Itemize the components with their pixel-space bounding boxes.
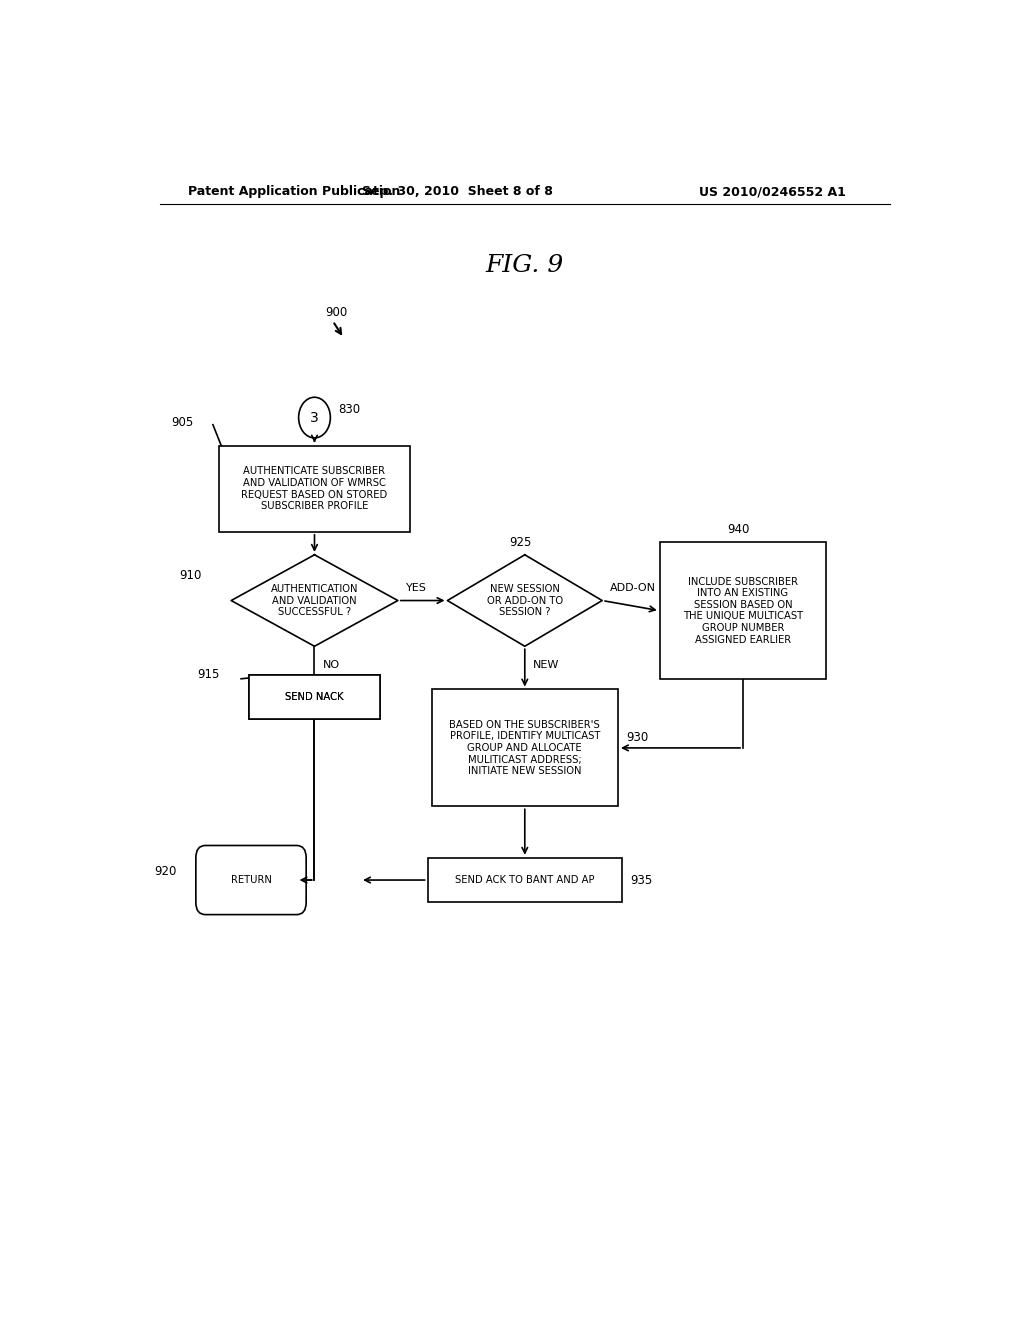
- Text: ADD-ON: ADD-ON: [610, 583, 656, 593]
- Text: RETURN: RETURN: [230, 875, 271, 884]
- Text: 905: 905: [172, 416, 194, 429]
- Text: NEW SESSION
OR ADD-ON TO
SESSION ?: NEW SESSION OR ADD-ON TO SESSION ?: [486, 583, 563, 618]
- FancyBboxPatch shape: [249, 675, 380, 719]
- Text: 920: 920: [154, 866, 176, 878]
- Text: BASED ON THE SUBSCRIBER'S
PROFILE, IDENTIFY MULTICAST
GROUP AND ALLOCATE
MULITIC: BASED ON THE SUBSCRIBER'S PROFILE, IDENT…: [450, 719, 600, 776]
- Text: SEND NACK: SEND NACK: [286, 692, 344, 702]
- Text: FIG. 9: FIG. 9: [485, 253, 564, 277]
- Text: 915: 915: [198, 668, 220, 681]
- Text: 935: 935: [630, 874, 652, 887]
- FancyBboxPatch shape: [659, 543, 826, 680]
- FancyBboxPatch shape: [196, 846, 306, 915]
- FancyBboxPatch shape: [219, 446, 410, 532]
- Text: 940: 940: [727, 524, 750, 536]
- Text: SEND ACK TO BANT AND AP: SEND ACK TO BANT AND AP: [455, 875, 595, 884]
- Text: NO: NO: [323, 660, 340, 669]
- FancyBboxPatch shape: [431, 689, 618, 807]
- Text: YES: YES: [406, 583, 427, 593]
- Text: SEND NACK: SEND NACK: [286, 692, 344, 702]
- Text: 930: 930: [626, 731, 648, 744]
- FancyBboxPatch shape: [249, 675, 380, 719]
- Text: AUTHENTICATE SUBSCRIBER
AND VALIDATION OF WMRSC
REQUEST BASED ON STORED
SUBSCRIB: AUTHENTICATE SUBSCRIBER AND VALIDATION O…: [242, 466, 388, 511]
- Text: INCLUDE SUBSCRIBER
INTO AN EXISTING
SESSION BASED ON
THE UNIQUE MULTICAST
GROUP : INCLUDE SUBSCRIBER INTO AN EXISTING SESS…: [683, 577, 803, 644]
- Text: 3: 3: [310, 411, 318, 425]
- Text: Sep. 30, 2010  Sheet 8 of 8: Sep. 30, 2010 Sheet 8 of 8: [361, 185, 553, 198]
- Circle shape: [299, 397, 331, 438]
- Text: 900: 900: [325, 306, 347, 319]
- Text: 925: 925: [509, 536, 531, 549]
- Text: NEW: NEW: [532, 660, 559, 669]
- Text: AUTHENTICATION
AND VALIDATION
SUCCESSFUL ?: AUTHENTICATION AND VALIDATION SUCCESSFUL…: [270, 583, 358, 618]
- FancyBboxPatch shape: [428, 858, 622, 903]
- Text: 910: 910: [179, 569, 202, 582]
- Text: 830: 830: [338, 403, 360, 416]
- Text: US 2010/0246552 A1: US 2010/0246552 A1: [699, 185, 846, 198]
- Text: Patent Application Publication: Patent Application Publication: [187, 185, 400, 198]
